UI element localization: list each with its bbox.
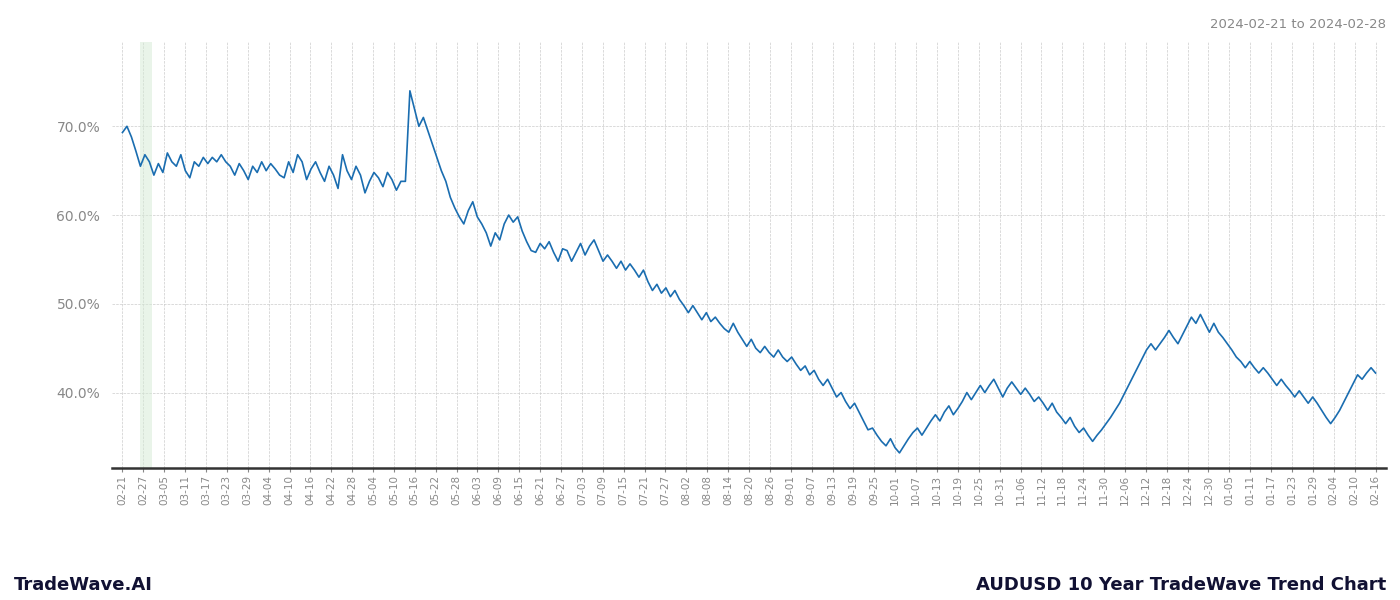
- Bar: [140, 42, 151, 468]
- Text: AUDUSD 10 Year TradeWave Trend Chart: AUDUSD 10 Year TradeWave Trend Chart: [976, 576, 1386, 594]
- Text: TradeWave.AI: TradeWave.AI: [14, 576, 153, 594]
- Text: 2024-02-21 to 2024-02-28: 2024-02-21 to 2024-02-28: [1210, 18, 1386, 31]
